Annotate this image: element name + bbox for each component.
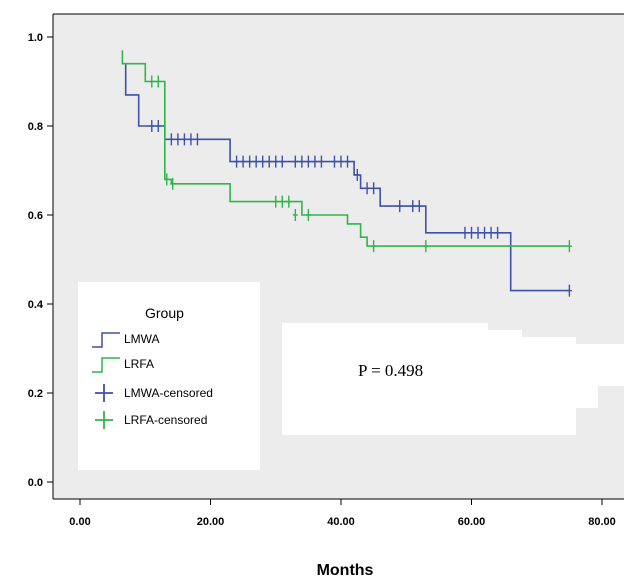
censor-mark-lmwa [273,155,279,168]
x-tick-label: 20.00 [197,516,225,528]
legend-lmwa-step-icon [92,332,120,348]
x-tick-label: 80.00 [588,516,616,528]
legend-lrfa-censor-icon [95,411,113,429]
censor-mark-lmwa [279,155,285,168]
y-tick-label: 0.4 [28,299,44,311]
censor-mark-lmwa [410,200,416,213]
series-line-lmwa [124,63,570,292]
legend-lrfa-step-icon [92,357,120,373]
censor-mark-lrfa [566,240,572,253]
censor-mark-lrfa [273,195,279,208]
y-tick-label: 0.8 [28,121,43,133]
censor-mark-lrfa [279,195,285,208]
censor-mark-lrfa [305,209,311,221]
censor-mark-lmwa [469,226,474,239]
x-tick-label: 40.00 [327,516,355,528]
censor-mark-lmwa [247,155,253,168]
censor-mark-lmwa [305,155,311,168]
censor-mark-lmwa [266,155,272,168]
p-value-annotation: P = 0.498 [358,361,423,380]
censor-mark-lmwa [345,155,351,168]
censor-mark-lrfa [170,177,176,190]
censor-mark-lrfa [423,240,429,253]
censor-mark-lmwa [292,155,298,168]
legend-label-lmwa: LMWA [124,332,160,346]
y-tick-label: 1.0 [28,32,43,44]
legend-label-lmwa-censored: LMWA-censored [124,386,213,400]
censor-mark-lmwa [475,226,481,239]
censor-mark-lmwa [175,133,181,146]
y-ticks: 0.0 0.2 0.4 0.6 0.8 1.0 [28,32,53,489]
censor-mark-lmwa [194,133,200,146]
censor-mark-lrfa [164,173,170,186]
censor-mark-lmwa [566,284,572,297]
censor-mark-lmwa [149,120,155,132]
y-tick-label: 0.6 [28,210,43,222]
legend-lmwa-censor-icon [95,384,113,402]
censor-mark-lmwa [371,182,377,195]
legend-box [78,282,260,470]
censor-mark-lmwa [253,155,259,168]
censor-mark-lmwa [338,155,344,168]
censor-mark-lmwa [260,155,266,168]
censor-mark-lmwa [299,155,305,168]
censor-mark-lmwa [482,226,488,239]
series-line-lrfa [121,50,570,247]
censor-mark-lmwa [155,120,161,132]
censor-mark-lmwa [331,155,337,168]
x-axis-title: Months [317,562,374,579]
censor-mark-lmwa [416,200,422,213]
censor-mark-lmwa [354,168,360,181]
legend: Group LMWA LRFA LMWA-censored LRFA-censo… [78,282,260,470]
censor-mark-lrfa [286,195,292,208]
censor-mark-lmwa [318,155,324,168]
censor-mark-lmwa [488,226,494,239]
censor-mark-lmwa [168,133,174,146]
censor-mark-lmwa [495,226,501,239]
censor-mark-lmwa [462,226,468,239]
censor-mark-lrfa [292,209,298,221]
legend-label-lrfa: LRFA [124,357,154,371]
y-tick-label: 0.2 [28,388,43,400]
censor-mark-lrfa [155,75,161,88]
censor-mark-lmwa [188,133,194,146]
series-layer [121,50,572,297]
censor-mark-lmwa [397,200,403,213]
y-tick-label: 0.0 [28,477,43,489]
censor-mark-lmwa [181,133,187,146]
censor-mark-lmwa [364,182,370,195]
censor-mark-lmwa [234,155,240,168]
legend-title: Group [145,305,184,321]
censor-mark-lrfa [149,75,155,88]
annotation-box [282,323,624,435]
legend-label-lrfa-censored: LRFA-censored [124,413,207,427]
censor-mark-lmwa [240,155,246,168]
censor-mark-lmwa [312,155,318,168]
censor-mark-lrfa [371,240,377,253]
x-tick-label: 60.00 [458,516,486,528]
x-tick-label: 0.00 [69,516,90,528]
x-ticks: 0.00 20.00 40.00 60.00 80.00 [69,499,616,528]
